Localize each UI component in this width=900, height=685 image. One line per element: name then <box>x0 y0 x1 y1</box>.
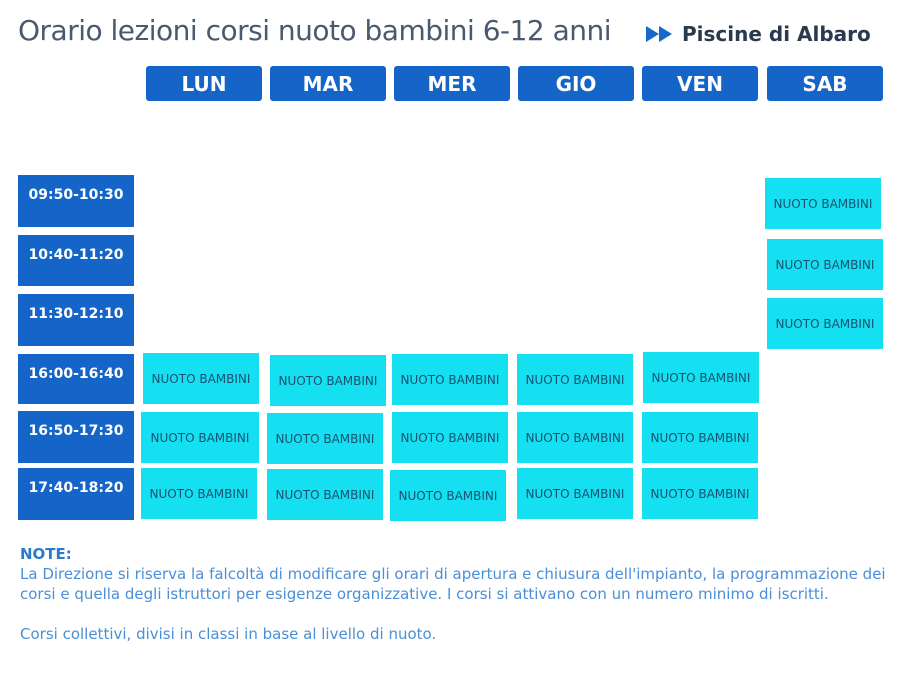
day-header-mer: MER <box>394 66 510 101</box>
course-cell-lun: NUOTO BAMBINI <box>141 412 259 463</box>
time-slot: 11:30-12:10 <box>18 294 134 346</box>
course-cell-mer: NUOTO BAMBINI <box>390 470 506 521</box>
course-cell-sab: NUOTO BAMBINI <box>767 239 883 290</box>
course-cell-gio: NUOTO BAMBINI <box>517 468 633 519</box>
day-header-sab: SAB <box>767 66 883 101</box>
course-cell-lun: NUOTO BAMBINI <box>143 353 259 404</box>
brand: Piscine di Albaro <box>646 22 871 46</box>
course-cell-gio: NUOTO BAMBINI <box>517 354 633 405</box>
day-header-ven: VEN <box>642 66 758 101</box>
course-cell-mar: NUOTO BAMBINI <box>267 469 383 520</box>
course-cell-sab: NUOTO BAMBINI <box>767 298 883 349</box>
notes-text: La Direzione si riserva la falcoltà di m… <box>20 565 886 603</box>
time-slot: 09:50-10:30 <box>18 175 134 227</box>
brand-name: Piscine di Albaro <box>682 22 871 46</box>
time-slot: 16:50-17:30 <box>18 411 134 463</box>
notes-section: NOTE: La Direzione si riserva la falcolt… <box>20 544 890 644</box>
course-cell-mer: NUOTO BAMBINI <box>392 412 508 463</box>
day-header-mar: MAR <box>270 66 386 101</box>
course-cell-ven: NUOTO BAMBINI <box>642 412 758 463</box>
course-cell-lun: NUOTO BAMBINI <box>141 468 257 519</box>
notes-text-secondary: Corsi collettivi, divisi in classi in ba… <box>20 625 437 643</box>
double-play-arrow-icon <box>646 26 672 42</box>
course-cell-ven: NUOTO BAMBINI <box>642 468 758 519</box>
course-cell-mar: NUOTO BAMBINI <box>267 413 383 464</box>
course-cell-gio: NUOTO BAMBINI <box>517 412 633 463</box>
time-slot: 10:40-11:20 <box>18 235 134 286</box>
course-cell-mar: NUOTO BAMBINI <box>270 355 386 406</box>
notes-title: NOTE: <box>20 545 72 563</box>
page-title: Orario lezioni corsi nuoto bambini 6-12 … <box>18 14 612 47</box>
time-slot: 16:00-16:40 <box>18 354 134 404</box>
course-cell-ven: NUOTO BAMBINI <box>643 352 759 403</box>
course-cell-mer: NUOTO BAMBINI <box>392 354 508 405</box>
time-slot: 17:40-18:20 <box>18 468 134 520</box>
day-header-gio: GIO <box>518 66 634 101</box>
course-cell-sab: NUOTO BAMBINI <box>765 178 881 229</box>
day-header-lun: LUN <box>146 66 262 101</box>
